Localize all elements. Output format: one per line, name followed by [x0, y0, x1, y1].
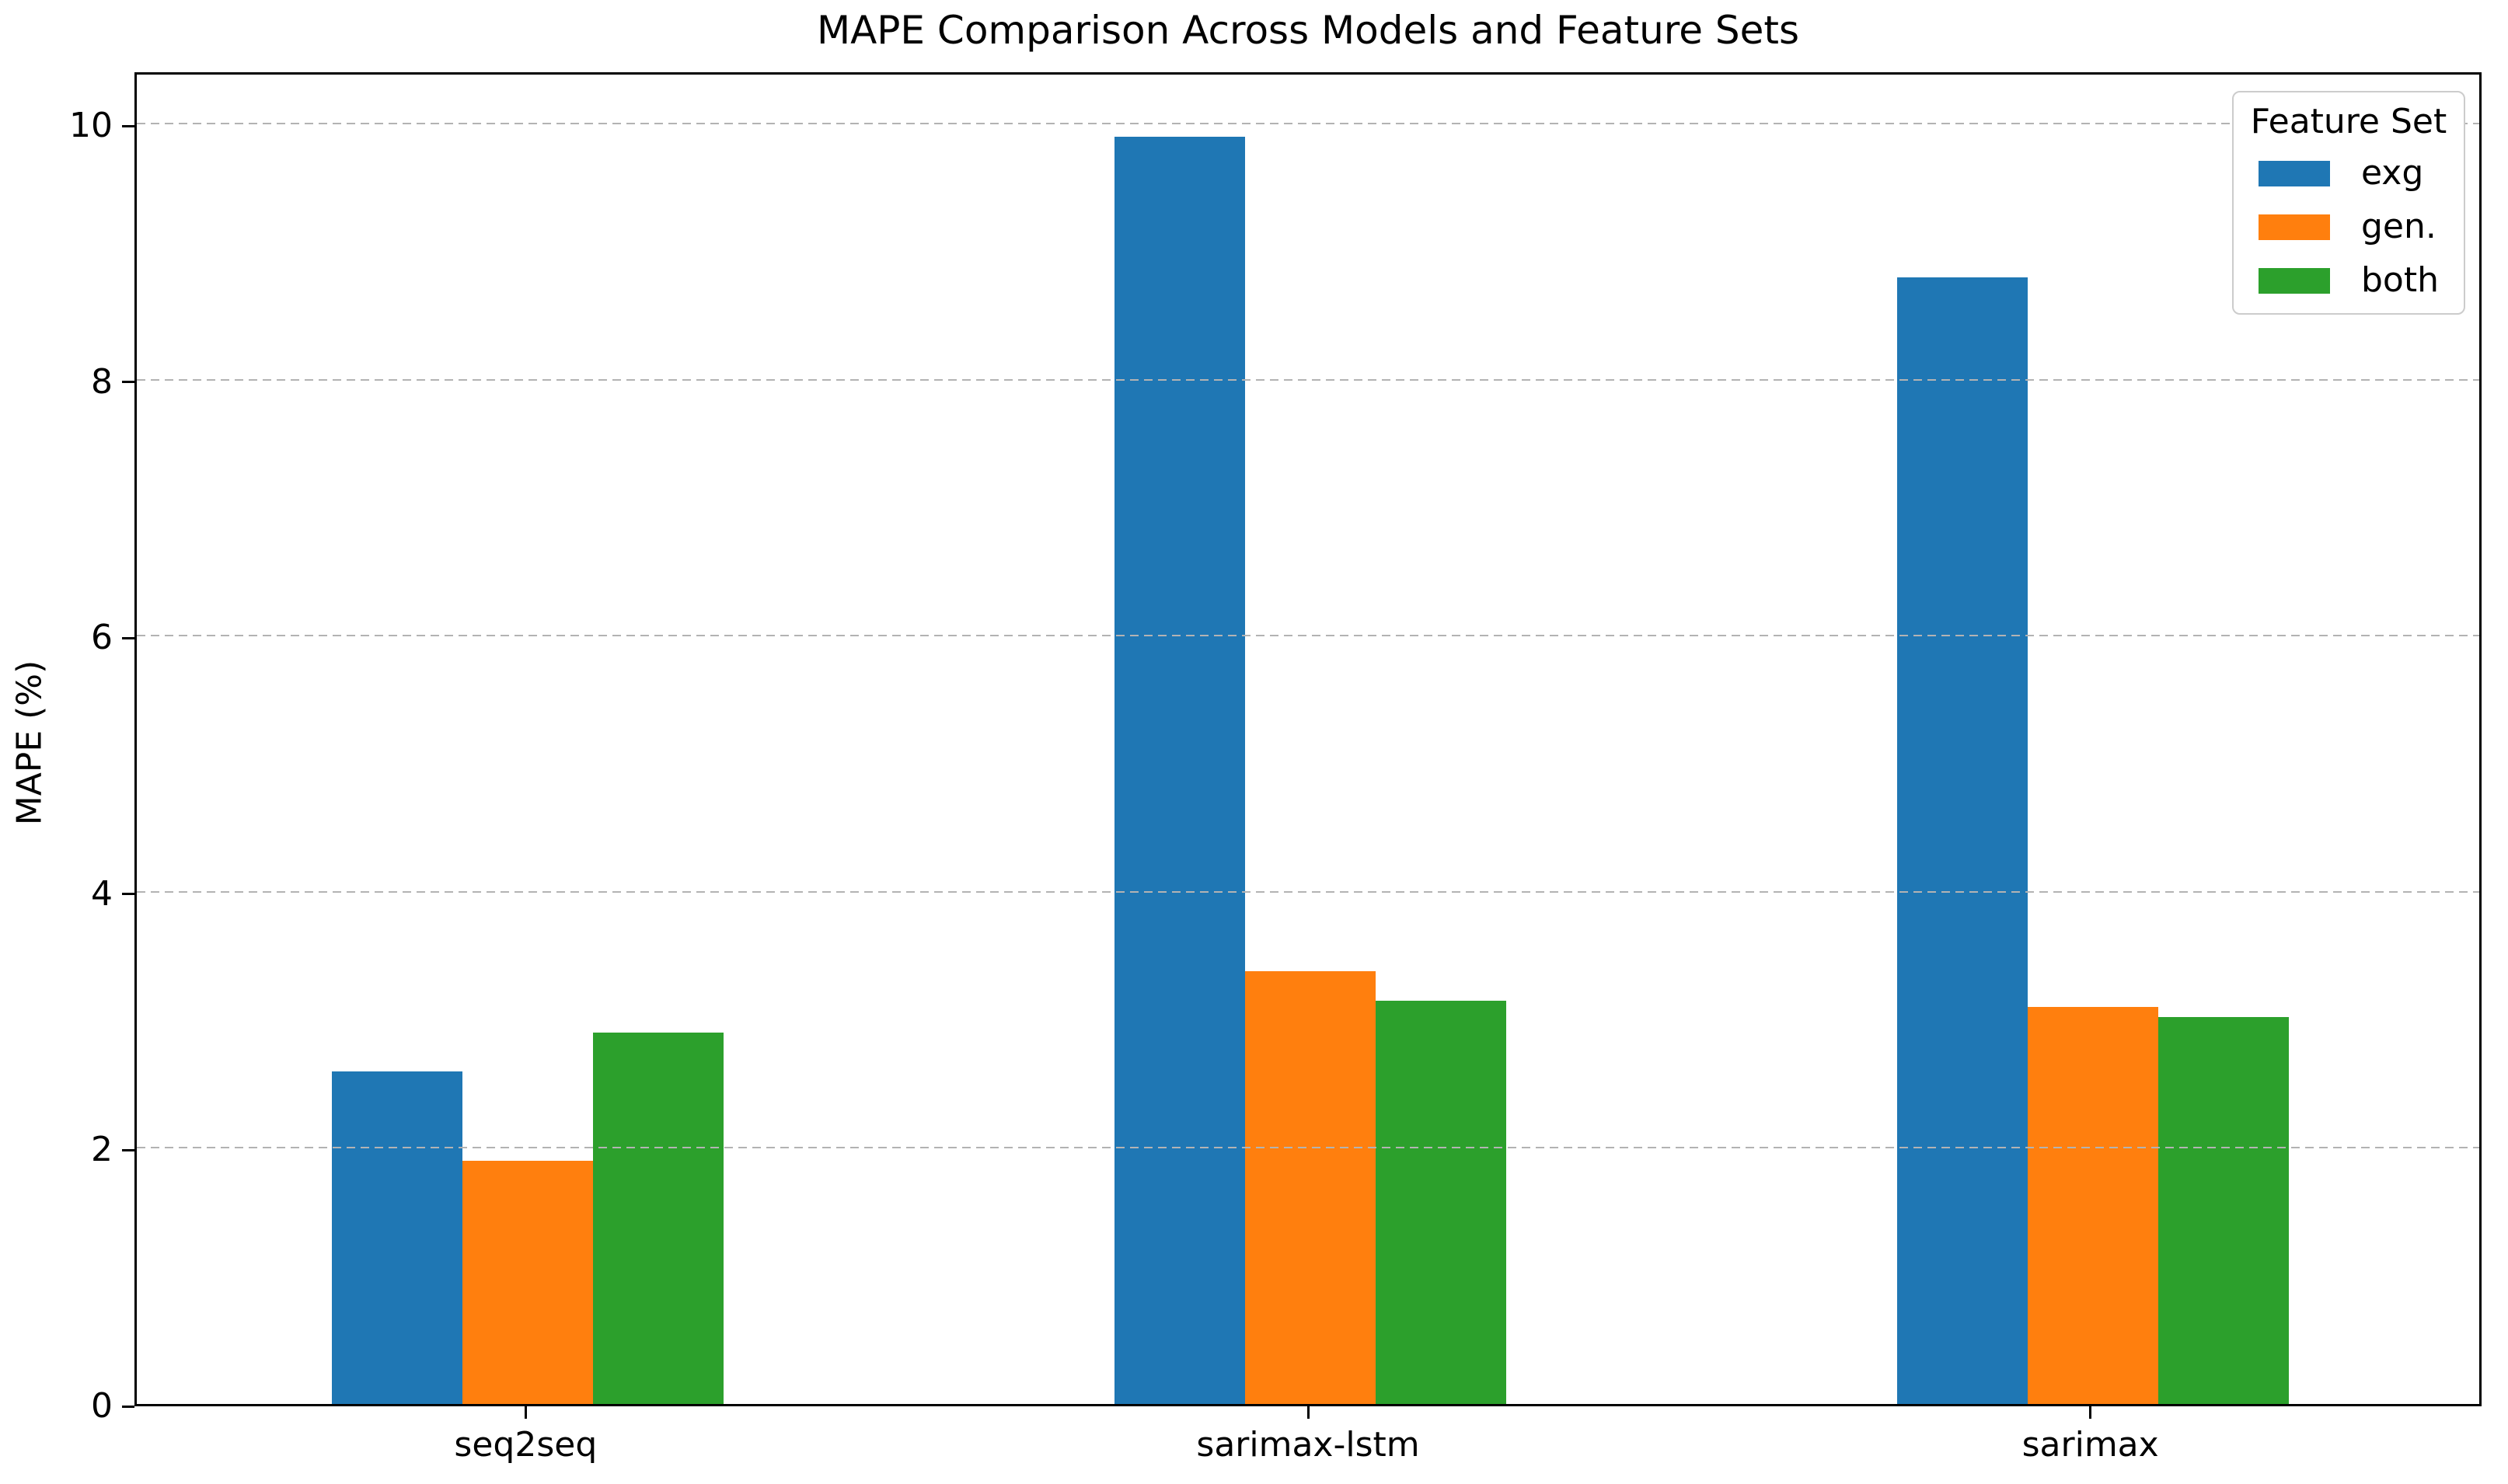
gridline-2	[137, 1147, 2479, 1149]
legend: Feature Set exg gen. both	[2232, 91, 2465, 315]
x-tick-label-sarimax: sarimax	[2021, 1425, 2159, 1465]
gridline-4	[137, 890, 2479, 893]
y-tick-label-6: 6	[91, 618, 113, 658]
y-tick-label-2: 2	[91, 1130, 113, 1170]
legend-item-gen: gen.	[2259, 210, 2464, 244]
y-tick-0	[122, 1405, 134, 1408]
legend-item-both: both	[2259, 263, 2464, 298]
y-tick-10	[122, 124, 134, 127]
x-tick-label-sarimax-lstm: sarimax-lstm	[1196, 1425, 1420, 1465]
legend-label-both: both	[2361, 260, 2439, 300]
grid-layer	[137, 75, 2479, 1404]
legend-swatch-both	[2259, 267, 2330, 294]
y-tick-8	[122, 381, 134, 384]
gridline-8	[137, 378, 2479, 381]
plot-area	[134, 72, 2482, 1406]
legend-label-gen: gen.	[2361, 207, 2436, 246]
bar-sarimax-lstm-exg	[1114, 136, 1245, 1404]
bar-sarimax-lstm-gen	[1245, 971, 1376, 1404]
x-tick-sarimax-lstm	[1306, 1406, 1310, 1419]
x-tick-sarimax	[2089, 1406, 2092, 1419]
bar-seq2seq-gen	[462, 1160, 594, 1404]
legend-swatch-exg	[2259, 160, 2330, 186]
x-tick-label-seq2seq: seq2seq	[454, 1425, 598, 1465]
y-tick-label-10: 10	[69, 106, 113, 146]
legend-item-exg: exg	[2259, 156, 2464, 190]
legend-title: Feature Set	[2250, 102, 2447, 141]
chart-title: MAPE Comparison Across Models and Featur…	[816, 8, 1800, 53]
x-tick-seq2seq	[524, 1406, 527, 1419]
legend-label-exg: exg	[2361, 153, 2424, 193]
y-tick-label-8: 8	[91, 361, 113, 402]
y-tick-label-4: 4	[91, 873, 113, 914]
bar-sarimax-exg	[1896, 277, 2028, 1404]
y-tick-2	[122, 1148, 134, 1151]
y-tick-4	[122, 893, 134, 896]
gridline-10	[137, 123, 2479, 125]
bar-sarimax-both	[2157, 1017, 2289, 1404]
bar-seq2seq-exg	[332, 1071, 463, 1404]
bars-layer	[137, 75, 2479, 1404]
bar-seq2seq-both	[593, 1033, 724, 1404]
y-tick-6	[122, 636, 134, 639]
gridline-6	[137, 635, 2479, 637]
bar-sarimax-lstm-both	[1376, 1000, 1506, 1404]
legend-swatch-gen	[2259, 214, 2330, 240]
bar-sarimax-gen	[2027, 1007, 2158, 1404]
y-axis-label: MAPE (%)	[9, 660, 50, 826]
legend-items: exg gen. both	[2234, 156, 2464, 298]
y-tick-label-0: 0	[91, 1386, 113, 1426]
